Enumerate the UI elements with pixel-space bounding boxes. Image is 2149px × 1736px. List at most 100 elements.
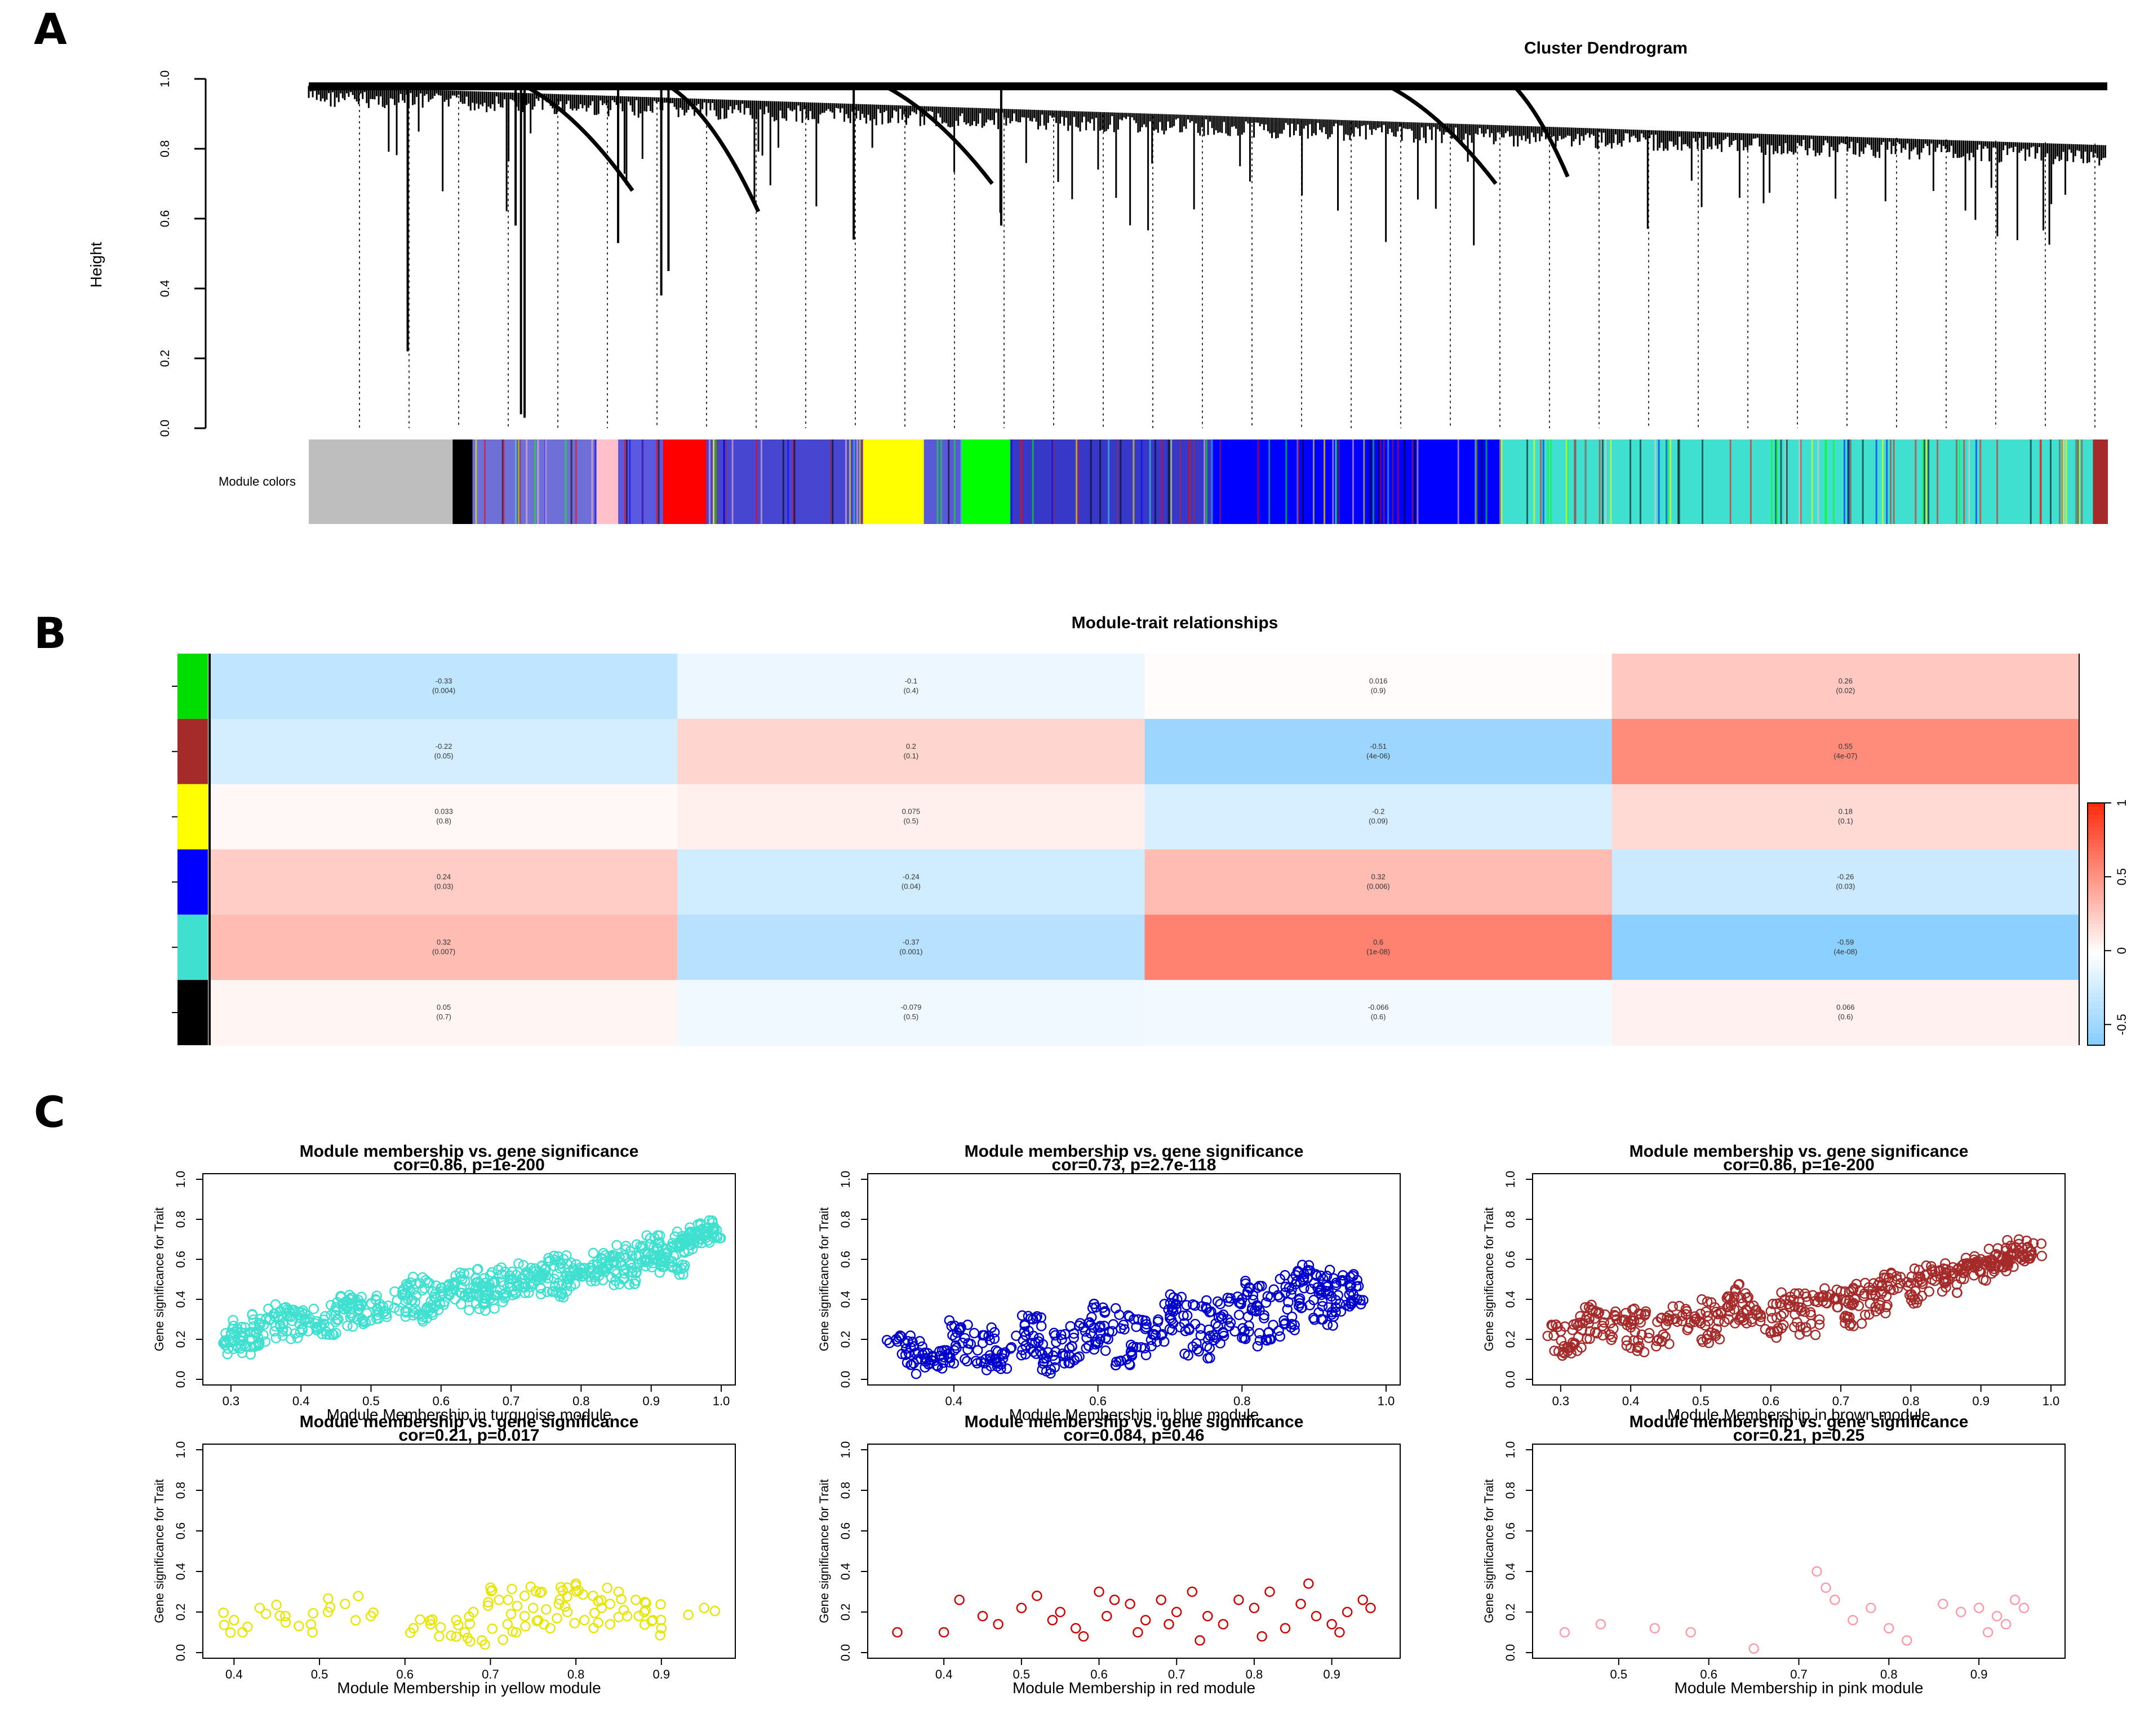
scatter-grid: Module membership vs. gene significancec… (152, 1142, 2066, 1697)
y-tick-label: 0.2 (838, 1331, 853, 1348)
scatter-point (1882, 1299, 1893, 1311)
module-color-stripe (1140, 439, 1143, 524)
scatter-point (1939, 1276, 1950, 1287)
module-color-stripe (1811, 439, 1813, 524)
scatter-point (1179, 1348, 1190, 1359)
x-tick-label: 0.5 (1610, 1667, 1628, 1681)
scatter-point (1240, 1278, 1251, 1289)
scatter-point (1032, 1590, 1042, 1601)
scatter-point (519, 1610, 530, 1622)
scatter-point (1589, 1313, 1600, 1324)
colorbar-step (2088, 1005, 2104, 1010)
scatter-point (881, 1335, 893, 1346)
y-tick-label: 0.8 (1503, 1211, 1517, 1228)
scatter-point (511, 1276, 522, 1286)
module-color-stripe (1654, 439, 1657, 524)
scatter-point (1202, 1610, 1213, 1622)
scatter-point (488, 1277, 499, 1289)
scatter-point (488, 1294, 499, 1306)
scatter-point (479, 1639, 490, 1650)
scatter-point (1580, 1302, 1591, 1313)
scatter-point (707, 1223, 718, 1234)
scatter-point (344, 1298, 355, 1309)
scatter-point (1542, 1330, 1553, 1342)
module-color-stripe (1968, 439, 1970, 524)
scatter-point (346, 1310, 357, 1321)
scatter-point (1955, 1606, 1966, 1618)
scatter-point (1224, 1321, 1235, 1331)
scatter-frame (867, 1444, 1401, 1659)
scatter-point (1152, 1316, 1164, 1327)
module-color-stripe (1670, 439, 1672, 524)
scatter-point (903, 1336, 913, 1347)
scatter-x-label: Module Membership in red module (1013, 1679, 1255, 1697)
scatter-point (585, 1276, 597, 1287)
scatter-point (247, 1309, 257, 1320)
scatter-point (218, 1608, 229, 1618)
module-color-stripe (1775, 439, 1778, 524)
cluster-curve (1512, 84, 1570, 177)
scatter-frame (202, 1444, 736, 1659)
scatter-point (884, 1338, 895, 1348)
scatter-point (1326, 1309, 1337, 1320)
y-tick-label: 0.0 (838, 1371, 853, 1388)
scatter-point (1814, 1291, 1824, 1303)
scatter-point (1237, 1333, 1247, 1343)
heatmap-cell (1144, 654, 1613, 720)
scatter-point (482, 1600, 494, 1611)
module-color-block (961, 439, 1011, 524)
scatter-point (614, 1278, 625, 1290)
scatter-y-label: Gene significance for Trait (1482, 1479, 1496, 1623)
module-color-stripe (1476, 439, 1478, 524)
scatter-point (1895, 1272, 1906, 1282)
scatter-frame (1532, 1444, 2066, 1659)
scatter-point (535, 1587, 545, 1599)
module-color-stripe (713, 439, 715, 524)
scatter-point (331, 1315, 343, 1325)
scatter-point (1825, 1289, 1836, 1300)
scatter-point (1247, 1290, 1259, 1300)
scatter-point (1290, 1279, 1301, 1290)
module-color-stripe (1786, 439, 1788, 524)
scatter-point (1657, 1336, 1667, 1347)
module-color-stripe (1875, 439, 1877, 524)
module-color-stripe (1161, 439, 1163, 524)
module-color-stripe (782, 439, 784, 524)
y-tick-label: 0.2 (838, 1604, 853, 1621)
scatter-point (1303, 1578, 1314, 1589)
scatter-point (1352, 1275, 1362, 1286)
scatter-point (347, 1293, 358, 1303)
x-tick-label: 0.4 (1622, 1394, 1640, 1408)
y-tick-label: 0.4 (1503, 1291, 1517, 1308)
y-tick-label: 0.8 (1503, 1482, 1517, 1499)
colorbar-step (2088, 827, 2104, 832)
heatmap-cell (210, 718, 678, 785)
scatter-point (596, 1595, 607, 1606)
scatter-point (1176, 1291, 1187, 1303)
colorbar-step (2088, 968, 2104, 973)
scatter-point (1260, 1297, 1272, 1308)
heatmap-cell-value: -0.59 (1837, 938, 1854, 946)
scatter-point (654, 1237, 665, 1247)
scatter-point (421, 1313, 432, 1324)
module-color-stripe (1475, 439, 1477, 524)
module-color-block (2093, 439, 2108, 524)
scatter-point (479, 1298, 490, 1309)
heatmap-cell-value: -0.2 (1372, 807, 1384, 816)
scatter-point (1068, 1333, 1079, 1343)
scatter-point (338, 1303, 349, 1315)
scatter-point (1909, 1263, 1920, 1274)
module-color-stripe (1302, 439, 1304, 524)
scatter-point (1771, 1298, 1782, 1309)
y-tick-label: 0.2 (158, 350, 172, 367)
y-tick-label: 0.6 (838, 1522, 853, 1540)
scatter-point (1218, 1619, 1229, 1630)
scatter-point (1793, 1297, 1805, 1307)
heatmap-cell-value: 0.066 (1836, 1003, 1855, 1011)
scatter-point (989, 1333, 1000, 1344)
scatter-y-label: Gene significance for Trait (817, 1207, 831, 1352)
scatter-point (1031, 1313, 1042, 1324)
scatter-point (597, 1258, 607, 1269)
scatter-point (322, 1593, 334, 1604)
